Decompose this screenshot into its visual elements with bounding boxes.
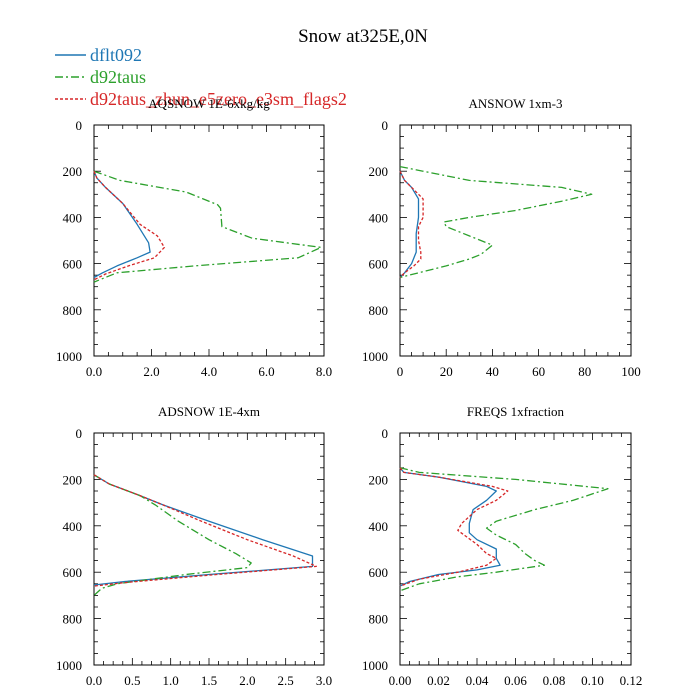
panel-2-series-dflt092 — [399, 170, 420, 278]
panel-4-xtick-label: 0.12 — [620, 673, 643, 688]
panel-1-ytick-label: 400 — [63, 210, 83, 225]
panel-4-ytick-label: 0 — [382, 426, 389, 441]
panel-2-xtick-label: 80 — [578, 364, 591, 379]
panel-3-ytick-label: 600 — [63, 565, 83, 580]
panel-1-title: AQSNOW 1E-6xkg/kg — [148, 96, 270, 111]
panel-1-series-d92taus — [93, 170, 322, 283]
panel-4-title: FREQS 1xfraction — [467, 404, 565, 419]
panel-4-xtick-label: 0.08 — [543, 673, 566, 688]
panel-2-title: ANSNOW 1xm-3 — [468, 96, 562, 111]
panel-1-xtick-label: 2.0 — [143, 364, 159, 379]
panel-4-xtick-label: 0.10 — [581, 673, 604, 688]
panel-2-ytick-label: 800 — [369, 303, 389, 318]
panel-1-ytick-label: 1000 — [56, 349, 82, 364]
panel-2-frame — [399, 124, 632, 357]
panel-1-xtick-label: 8.0 — [316, 364, 332, 379]
panel-4-ytick-label: 1000 — [362, 658, 388, 673]
panel-4-series-dflt092 — [399, 467, 501, 587]
panel-2-series-d92taus — [399, 165, 593, 279]
panel-4-series-d92taus_zhun_e5zero_e3sm_flags2 — [399, 467, 509, 587]
panel-1-ytick-label: 600 — [63, 257, 83, 272]
panel-2-ytick-label: 0 — [382, 118, 389, 133]
panel-1-ytick-label: 800 — [63, 303, 83, 318]
panel-2-xtick-label: 20 — [440, 364, 453, 379]
panel-3-xtick-label: 1.5 — [201, 673, 217, 688]
panel-3-xtick-label: 0.5 — [124, 673, 140, 688]
panel-2-ytick-label: 200 — [369, 164, 389, 179]
panel-1-xtick-label: 4.0 — [201, 364, 217, 379]
panel-1-frame — [93, 124, 325, 357]
panel-4-xtick-label: 0.00 — [389, 673, 412, 688]
panel-3-series-dflt092 — [93, 474, 314, 586]
panel-1-xtick-label: 6.0 — [258, 364, 274, 379]
legend-label-1: dflt092 — [90, 45, 142, 65]
panel-4-series-d92taus — [399, 467, 609, 592]
panel-2-xtick-label: 40 — [486, 364, 499, 379]
panel-3-xtick-label: 3.0 — [316, 673, 332, 688]
panel-3-xtick-label: 1.0 — [163, 673, 179, 688]
panel-4-xtick-label: 0.04 — [466, 673, 489, 688]
panel-3-ytick-label: 0 — [76, 426, 83, 441]
legend: dflt092d92tausd92taus_zhun_e5zero_e3sm_f… — [55, 45, 347, 109]
panel-4-ytick-label: 400 — [369, 519, 389, 534]
panel-1-ytick-label: 0 — [76, 118, 83, 133]
panel-2-ytick-label: 400 — [369, 210, 389, 225]
panel-4-ytick-label: 200 — [369, 472, 389, 487]
legend-label-2: d92taus — [90, 67, 146, 87]
panel-3-xtick-label: 0.0 — [86, 673, 102, 688]
panel-3-ytick-label: 1000 — [56, 658, 82, 673]
panel-3-xtick-label: 2.0 — [239, 673, 255, 688]
legend-label-3: d92taus_zhun_e5zero_e3sm_flags2 — [90, 89, 347, 109]
panel-3-ytick-label: 200 — [63, 472, 83, 487]
panel-1-series-d92taus_zhun_e5zero_e3sm_flags2 — [93, 170, 166, 281]
panel-4-xtick-label: 0.06 — [504, 673, 527, 688]
panel-2: ANSNOW 1xm-3 0 200 400 600 800 1000 0 20 40 60 80 10… — [362, 96, 641, 379]
panel-3: ADSNOW 1E-4xm 0 200 400 600 800 1000 0.0 0.5 1.0 1… — [56, 404, 332, 688]
panel-2-xtick-label: 0 — [397, 364, 404, 379]
panel-3-xtick-label: 2.5 — [278, 673, 294, 688]
panel-1: AQSNOW 1E-6xkg/kg 0 200 400 600 800 1000 0.0 2.0… — [56, 96, 332, 379]
panel-4-ytick-label: 800 — [369, 612, 389, 627]
panel-2-ytick-label: 1000 — [362, 349, 388, 364]
panel-2-xtick-label: 60 — [532, 364, 545, 379]
panel-4-xtick-label: 0.02 — [427, 673, 450, 688]
panel-2-xtick-label: 100 — [621, 364, 641, 379]
panel-3-ytick-label: 800 — [63, 612, 83, 627]
panel-3-title: ADSNOW 1E-4xm — [158, 404, 260, 419]
panel-4-frame — [399, 432, 632, 666]
panel-2-series-d92taus_zhun_e5zero_e3sm_flags2 — [399, 170, 424, 278]
panel-3-ytick-label: 400 — [63, 519, 83, 534]
figure-title: Snow at325E,0N — [298, 26, 428, 47]
panel-1-xtick-label: 0.0 — [86, 364, 102, 379]
panel-1-ytick-label: 200 — [63, 164, 83, 179]
panel-3-series-d92taus_zhun_e5zero_e3sm_flags2 — [93, 474, 317, 587]
panel-2-ytick-label: 600 — [369, 257, 389, 272]
panel-4-ytick-label: 600 — [369, 565, 389, 580]
